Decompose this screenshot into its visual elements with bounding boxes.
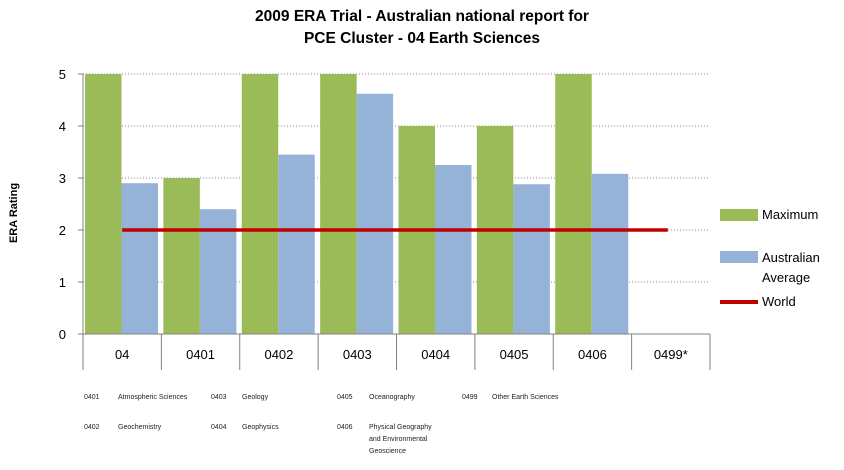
bar-maximum-0401 (163, 178, 200, 334)
legend-swatch-world (720, 300, 758, 304)
bar-australian-average-0406 (591, 173, 629, 334)
x-tick-label-0405: 0405 (500, 347, 529, 362)
bar-maximum-0402 (241, 74, 279, 334)
bar-maximum-0403 (320, 74, 357, 334)
code-key-0405-name: Oceanography (369, 394, 415, 401)
bar-australian-average-0405 (513, 184, 550, 334)
chart-title-line-2: PCE Cluster - 04 Earth Sciences (303, 30, 541, 47)
code-key-0406-name: Physical Geography (369, 424, 432, 431)
code-key-0403-code: 0403 (211, 394, 227, 401)
x-tick-label-0406: 0406 (578, 347, 607, 362)
x-tick-label-0403: 0403 (343, 347, 372, 362)
x-tick-label-0402: 0402 (264, 347, 293, 362)
x-tick-label-0499: 0499* (654, 347, 688, 362)
bar-australian-average-04 (121, 183, 158, 334)
y-tick-label-4: 4 (59, 119, 66, 134)
code-key-0404-name: Geophysics (242, 424, 279, 431)
y-tick-label-1: 1 (59, 275, 66, 290)
legend-label-maximum: Maximum (762, 207, 819, 222)
legend-label-average-line-2: Average (762, 270, 811, 285)
bar-australian-average-0402 (278, 154, 315, 334)
chart-title-line-1: 2009 ERA Trial - Australian national rep… (255, 8, 589, 25)
code-key-0402-code: 0402 (84, 424, 100, 431)
code-key-0499-name: Other Earth Sciences (492, 394, 559, 401)
legend-label-world: World (762, 294, 796, 309)
code-key-0401-name: Atmospheric Sciences (118, 394, 188, 401)
chart-title: 2009 ERA Trial - Australian national rep… (0, 6, 844, 50)
code-key-0403-name: Geology (242, 394, 269, 401)
legend-label-average-line-1: Australian (762, 250, 820, 265)
x-tick-label-0404: 0404 (421, 347, 450, 362)
x-tick-label-04: 04 (115, 347, 129, 362)
code-key-0402-name: Geochemistry (118, 424, 162, 431)
code-key-0406-name-line-3: Geoscience (369, 448, 406, 455)
bar-maximum-0406 (555, 74, 592, 334)
bar-maximum-04 (85, 74, 122, 334)
legend-item-maximum: Maximum (720, 206, 818, 224)
code-key-0499-code: 0499 (462, 394, 478, 401)
code-key-0406-name-line-2: and Environmental (369, 436, 428, 443)
code-key-0401-code: 0401 (84, 394, 100, 401)
y-tick-label-5: 5 (59, 67, 66, 82)
code-key-0406-code: 0406 (337, 424, 353, 431)
legend-label-australian-average: Australian Average (762, 248, 842, 288)
code-key-0405-code: 0405 (337, 394, 353, 401)
bar-australian-average-0404 (435, 165, 472, 334)
y-tick-label-3: 3 (59, 171, 66, 186)
legend-item-australian-average: Australian Average (720, 248, 842, 288)
legend-swatch-australian-average (720, 251, 758, 263)
legend-swatch-maximum (720, 209, 758, 221)
legend-item-world: World (720, 292, 796, 312)
bar-australian-average-0401 (199, 209, 237, 334)
y-tick-label-0: 0 (59, 327, 66, 342)
bar-australian-average-0403 (356, 93, 394, 334)
x-tick-label-0401: 0401 (186, 347, 215, 362)
code-key-0404-code: 0404 (211, 424, 227, 431)
y-tick-label-2: 2 (59, 223, 66, 238)
